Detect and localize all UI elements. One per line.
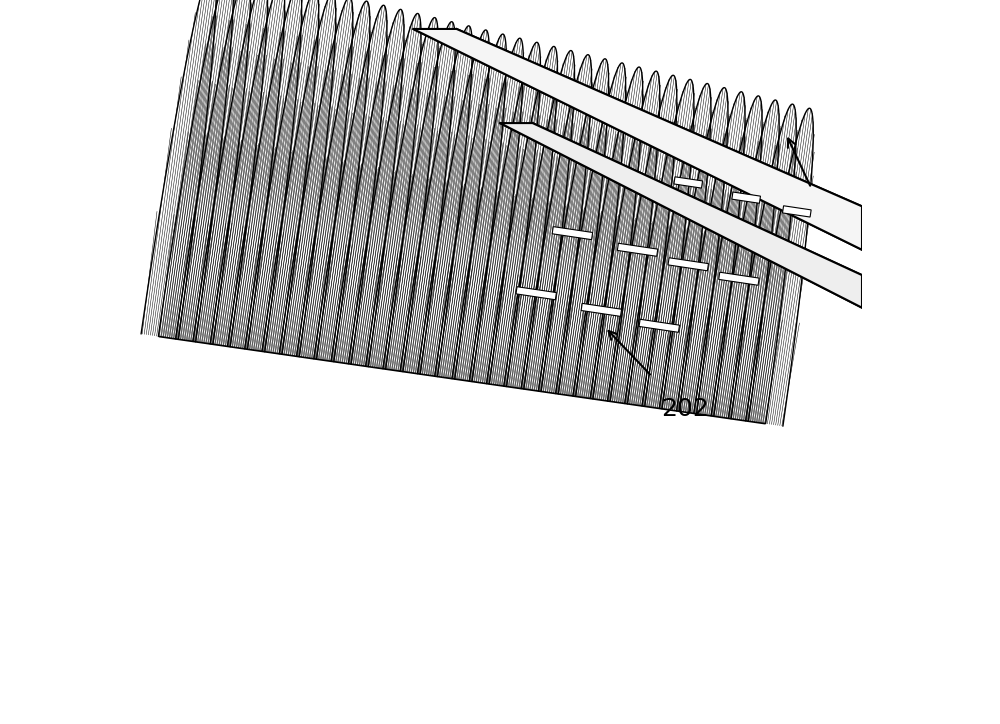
Polygon shape	[516, 287, 556, 300]
Polygon shape	[617, 243, 658, 256]
Polygon shape	[783, 206, 811, 217]
Polygon shape	[639, 319, 680, 332]
Polygon shape	[413, 29, 862, 250]
Polygon shape	[500, 123, 862, 308]
Polygon shape	[719, 272, 759, 285]
Text: 10: 10	[829, 209, 861, 233]
Text: 202: 202	[661, 397, 709, 421]
Polygon shape	[552, 227, 593, 240]
Polygon shape	[581, 303, 622, 316]
Polygon shape	[668, 258, 708, 271]
Polygon shape	[732, 192, 760, 203]
Polygon shape	[674, 177, 703, 188]
